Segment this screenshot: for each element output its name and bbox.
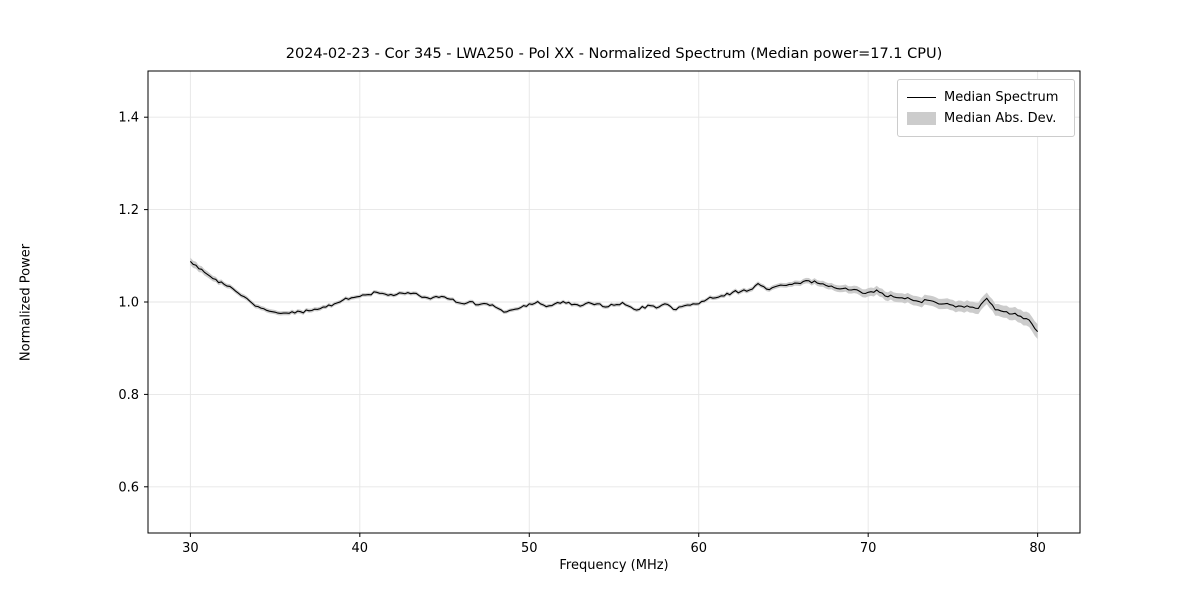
y-tick-label: 1.4 — [118, 111, 139, 126]
legend-patch-swatch — [907, 112, 936, 125]
x-tick-label: 40 — [352, 541, 369, 556]
x-axis-label: Frequency (MHz) — [559, 558, 669, 573]
x-tick-label: 50 — [521, 541, 538, 556]
y-tick-label: 1.2 — [118, 203, 139, 218]
y-tick-label: 0.8 — [118, 388, 139, 403]
legend-line-swatch — [907, 97, 936, 98]
x-tick-label: 70 — [860, 541, 877, 556]
x-tick-label: 80 — [1029, 541, 1046, 556]
y-axis-label: Normalized Power — [18, 243, 34, 362]
chart-title: 2024-02-23 - Cor 345 - LWA250 - Pol XX -… — [285, 46, 943, 62]
legend-entry-median-spectrum: Median Spectrum — [907, 87, 1064, 108]
legend-label: Median Spectrum — [944, 90, 1059, 105]
legend-label: Median Abs. Dev. — [944, 111, 1057, 126]
y-tick-label: 1.0 — [118, 296, 139, 311]
legend: Median Spectrum Median Abs. Dev. — [897, 79, 1075, 137]
x-tick-label: 60 — [690, 541, 707, 556]
legend-entry-median-abs-dev: Median Abs. Dev. — [907, 108, 1064, 129]
x-tick-label: 30 — [182, 541, 199, 556]
y-tick-label: 0.6 — [118, 480, 139, 495]
